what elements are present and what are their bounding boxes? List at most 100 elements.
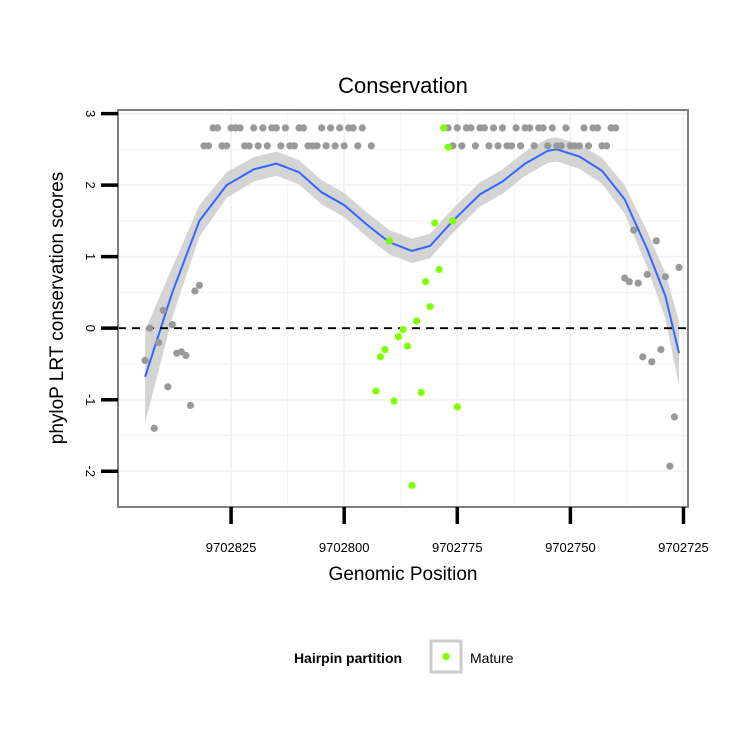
other-point [313, 142, 321, 150]
smooth-line [144, 148, 680, 378]
other-point [349, 124, 357, 132]
other-point [182, 351, 190, 359]
x-tick-label: 9702775 [432, 540, 483, 555]
other-point [498, 124, 507, 132]
y-axis-label: phyloP LRT conservation scores [47, 172, 68, 445]
other-point [526, 124, 534, 132]
other-point [272, 124, 280, 132]
mature-point [381, 346, 389, 354]
other-point [661, 273, 670, 281]
other-point [331, 142, 339, 150]
other-point [213, 124, 222, 132]
mature-point [408, 481, 416, 490]
other-point [612, 124, 620, 132]
other-point [277, 142, 285, 150]
other-point [625, 278, 633, 286]
other-point [164, 383, 172, 391]
other-point [666, 462, 674, 470]
other-point [670, 413, 679, 421]
y-tick-label: 3 [83, 110, 98, 117]
other-point [575, 142, 584, 150]
y-tick-label: 1 [83, 253, 98, 260]
y-tick-label: -2 [83, 465, 98, 477]
other-point [512, 124, 520, 132]
other-point [530, 142, 538, 150]
other-point [250, 124, 258, 132]
legend-key-mature-point [442, 652, 450, 661]
other-point [544, 142, 552, 150]
other-point [340, 142, 348, 150]
other-point [259, 124, 267, 132]
other-point [223, 142, 231, 150]
mature-point [422, 278, 430, 286]
other-point [318, 124, 326, 132]
other-point [236, 124, 244, 132]
other-point [155, 338, 163, 347]
y-tick-label: 2 [83, 181, 98, 188]
other-point [657, 346, 665, 354]
other-point [204, 142, 213, 150]
other-point [489, 124, 498, 132]
mature-point [444, 143, 452, 151]
mature-point [431, 219, 439, 227]
other-point [290, 142, 298, 150]
other-point [639, 353, 647, 361]
other-point [517, 142, 525, 150]
x-tick-label: 9702750 [545, 540, 596, 555]
other-point [327, 124, 335, 132]
other-point [458, 142, 466, 150]
chart-title: Conservation [338, 73, 468, 98]
other-point [603, 142, 611, 150]
mature-point [426, 303, 434, 311]
other-point [141, 356, 149, 364]
legend: Hairpin partition Mature [294, 639, 514, 674]
other-point [322, 142, 330, 150]
other-point [471, 142, 479, 150]
other-point [548, 124, 556, 132]
panel-border [117, 109, 689, 508]
mature-point [417, 388, 425, 397]
other-point [358, 124, 366, 132]
other-point [191, 287, 199, 295]
mature-point [453, 403, 461, 411]
other-point [168, 321, 176, 329]
other-point [584, 142, 593, 150]
other-point [150, 424, 158, 432]
other-point [281, 124, 289, 132]
mature-point [435, 265, 443, 274]
mature-point [403, 342, 412, 350]
other-point [186, 401, 194, 409]
other-point [299, 124, 308, 132]
other-point [146, 324, 154, 332]
other-point [485, 142, 493, 150]
other-point [652, 237, 660, 245]
mature-point [372, 387, 380, 395]
y-tick-label: 0 [83, 325, 98, 332]
other-point [494, 142, 502, 150]
other-point [580, 124, 588, 132]
other-point [557, 142, 565, 150]
mature-point [399, 326, 407, 334]
other-point [630, 226, 638, 234]
other-point [254, 142, 262, 150]
legend-label-mature: Mature [470, 650, 514, 666]
other-point [367, 142, 375, 150]
other-point [648, 358, 656, 366]
mature-point [385, 237, 393, 245]
other-point [593, 124, 602, 132]
other-point [354, 142, 362, 150]
other-point [539, 124, 547, 132]
mature-point [413, 317, 421, 325]
x-axis-label: Genomic Position [329, 564, 478, 585]
mature-point [394, 333, 403, 341]
plot-panel [117, 109, 689, 508]
other-point [562, 124, 570, 132]
other-point [245, 142, 253, 150]
other-point [467, 124, 475, 132]
y-tick-label: -1 [83, 394, 98, 406]
other-point [508, 142, 516, 150]
legend-title: Hairpin partition [294, 650, 402, 666]
other-point [195, 281, 203, 289]
